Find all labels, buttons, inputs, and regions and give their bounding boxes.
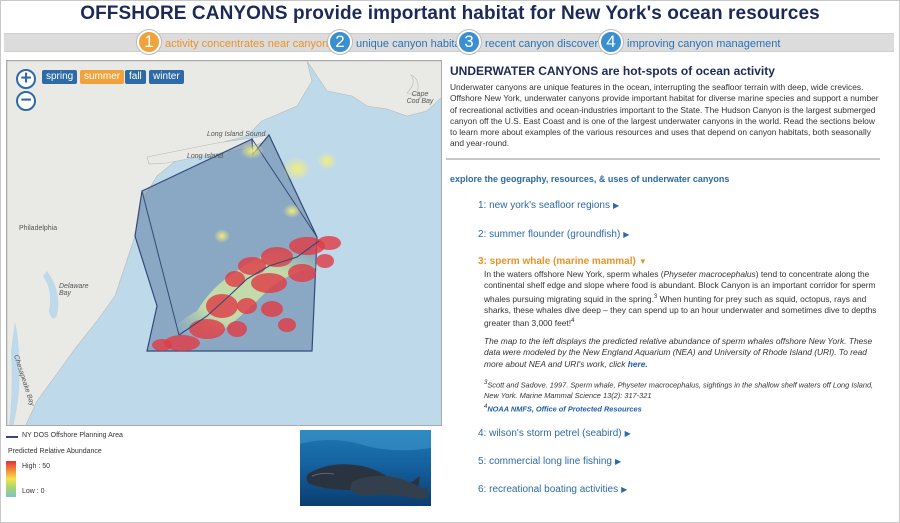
reference-text: Scott and Sadove. 1997. Sperm whale, Phy…	[484, 380, 874, 400]
abundance-low-patch	[283, 157, 311, 181]
label-philadelphia: Philadelphia	[19, 225, 58, 232]
reference-2: 4NOAA NMFS, Office of Protected Resource…	[484, 402, 880, 415]
accordion-summer-flounder[interactable]: 2: summer flounder (groundfish) ▶	[478, 229, 629, 240]
accordion-label: 3: sperm whale (marine mammal)	[478, 256, 636, 267]
abundance-low-patch	[240, 143, 264, 159]
accordion-seafloor-regions[interactable]: 1: new york's seafloor regions ▶	[478, 200, 619, 211]
accordion-label: 1: new york's seafloor regions	[478, 200, 610, 211]
season-fall-button[interactable]: fall	[125, 70, 146, 84]
season-winter-button[interactable]: winter	[149, 70, 184, 84]
label-long-island-sound: Long Island Sound	[207, 131, 266, 138]
season-spring-button[interactable]: spring	[42, 70, 78, 84]
caret-right-icon: ▶	[614, 457, 622, 466]
map-explanation: The map to the left displays the predict…	[484, 336, 880, 370]
reference-1: 3Scott and Sadove. 1997. Sperm whale, Ph…	[484, 378, 880, 401]
tab-label: unique canyon habitats	[356, 38, 470, 50]
legend-low: Low : 0	[22, 488, 45, 495]
map-view[interactable]: + − spring summer fall winter Long Islan…	[6, 60, 442, 426]
label-cape-cod-bay: Cape Cod Bay	[406, 91, 434, 105]
explanation-text: The map to the left displays the predict…	[484, 336, 873, 369]
caret-right-icon: ▶	[612, 201, 620, 210]
planning-area-legend-line	[6, 436, 18, 438]
panel-heading: UNDERWATER CANYONS are hot-spots of ocea…	[450, 64, 775, 78]
noaa-link[interactable]: NOAA NMFS, Office of Protected Resources	[487, 404, 642, 414]
delaware-bay-water	[43, 271, 59, 319]
explore-heading: explore the geography, resources, & uses…	[450, 174, 730, 184]
new-england-area	[306, 61, 441, 117]
caret-right-icon: ▶	[623, 230, 630, 239]
tab-recent-discoveries[interactable]: 3 recent canyon discoveries	[457, 28, 612, 56]
tab-number-1: 1	[137, 30, 161, 54]
accordion-sperm-whale[interactable]: 3: sperm whale (marine mammal) ▼	[478, 256, 647, 267]
zoom-in-button[interactable]: +	[16, 69, 36, 89]
planning-line-west	[141, 190, 180, 336]
accordion-long-line-fishing[interactable]: 5: commercial long line fishing ▶	[478, 456, 621, 467]
tab-number-3: 3	[457, 30, 481, 54]
accordion-label: 2: summer flounder (groundfish)	[478, 229, 621, 240]
species-name: Physeter macrocephalus	[663, 269, 756, 279]
abundance-low-patch	[283, 204, 301, 218]
whale-illustration	[300, 430, 431, 499]
footnote-marker: 4	[571, 317, 575, 324]
tab-label: improving canyon management	[627, 38, 781, 50]
accordion-storm-petrel[interactable]: 4: wilson's storm petrel (seabird) ▶	[478, 428, 631, 439]
sperm-whale-photo	[300, 430, 431, 506]
sperm-whale-description: In the waters offshore New York, sperm w…	[484, 269, 880, 329]
tab-activity-concentrates[interactable]: 1 activity concentrates near canyons	[137, 28, 334, 56]
legend-abundance-title: Predicted Relative Abundance	[8, 448, 102, 455]
zoom-out-button[interactable]: −	[16, 91, 36, 111]
planning-line-east	[251, 138, 318, 238]
caret-down-icon: ▼	[638, 257, 647, 266]
tab-improving-management[interactable]: 4 improving canyon management	[599, 28, 780, 56]
tab-number-4: 4	[599, 30, 623, 54]
abundance-low-patch	[214, 229, 230, 243]
label-long-island: Long Island	[187, 153, 224, 160]
cape-cod-area	[406, 74, 419, 96]
footnote-number: 3	[484, 380, 488, 386]
tab-label: recent canyon discoveries	[485, 38, 613, 50]
tab-unique-habitats[interactable]: 2 unique canyon habitats	[328, 28, 469, 56]
whale-text: In the waters offshore New York, sperm w…	[484, 269, 664, 279]
footnote-marker: 3	[653, 293, 658, 300]
tab-label: activity concentrates near canyons	[165, 38, 334, 50]
whale-text: When hunting for prey such as squid, oct…	[484, 293, 877, 328]
caret-right-icon: ▶	[621, 485, 628, 494]
accordion-label: 5: commercial long line fishing	[478, 456, 612, 467]
section-divider	[446, 158, 880, 160]
legend-high: High : 50	[22, 463, 51, 470]
legend-planning-area: NY DOS Offshore Planning Area	[22, 432, 123, 439]
tab-bar	[4, 33, 894, 52]
tab-number-2: 2	[328, 30, 352, 54]
accordion-recreational-boating[interactable]: 6: recreational boating activities ▶	[478, 484, 627, 495]
page-title: OFFSHORE CANYONS provide important habit…	[80, 3, 820, 24]
season-summer-button[interactable]: summer	[80, 70, 125, 84]
footnote-number: 4	[484, 404, 488, 410]
label-delaware-bay: Delaware Bay	[59, 283, 89, 297]
whale-text: ) tend to concentrate along the continen…	[484, 269, 876, 304]
panel-intro: Underwater canyons are unique features i…	[450, 82, 879, 149]
abundance-low-patch	[317, 152, 337, 170]
map-graphic	[7, 61, 441, 425]
accordion-label: 4: wilson's storm petrel (seabird)	[478, 428, 622, 439]
abundance-high-patches	[152, 236, 341, 351]
shelf-edge-line	[178, 240, 320, 336]
accordion-label: 6: recreational boating activities	[478, 484, 619, 495]
here-link[interactable]: here.	[627, 358, 648, 369]
chesapeake-bay-water	[9, 321, 20, 425]
caret-right-icon: ▶	[624, 429, 631, 438]
abundance-gradient	[6, 461, 16, 497]
